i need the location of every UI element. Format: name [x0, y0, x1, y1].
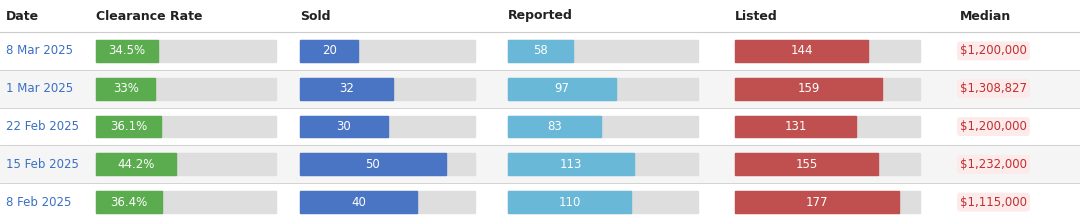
Text: Clearance Rate: Clearance Rate — [96, 10, 203, 23]
Text: $1,232,000: $1,232,000 — [960, 158, 1027, 171]
Bar — [508, 116, 698, 137]
Bar — [0, 0, 1080, 32]
Text: 30: 30 — [336, 120, 351, 133]
Text: 131: 131 — [784, 120, 807, 133]
Bar — [735, 78, 920, 100]
Bar — [0, 145, 1080, 183]
Bar — [735, 116, 920, 137]
Bar — [96, 78, 276, 100]
Bar — [735, 191, 899, 213]
Bar — [508, 78, 698, 100]
Text: 8 Mar 2025: 8 Mar 2025 — [6, 44, 73, 57]
Bar — [508, 116, 600, 137]
Text: 36.1%: 36.1% — [110, 120, 147, 133]
Bar — [0, 32, 1080, 70]
Text: 44.2%: 44.2% — [117, 158, 154, 171]
Text: $1,115,000: $1,115,000 — [960, 196, 1027, 209]
Bar — [0, 108, 1080, 145]
Text: 58: 58 — [534, 44, 548, 57]
Text: 33%: 33% — [112, 82, 138, 95]
Text: 155: 155 — [796, 158, 818, 171]
Text: 50: 50 — [365, 158, 380, 171]
Text: 40: 40 — [351, 196, 366, 209]
Text: Median: Median — [960, 10, 1011, 23]
Bar — [96, 153, 176, 175]
Bar — [300, 191, 475, 213]
Bar — [735, 153, 920, 175]
Text: 15 Feb 2025: 15 Feb 2025 — [6, 158, 79, 171]
Bar — [508, 153, 634, 175]
Bar — [735, 191, 920, 213]
Text: 32: 32 — [339, 82, 354, 95]
Bar — [300, 191, 417, 213]
Bar — [508, 78, 617, 100]
Bar — [96, 153, 276, 175]
Bar — [300, 116, 388, 137]
Bar — [735, 40, 920, 62]
Text: 8 Feb 2025: 8 Feb 2025 — [6, 196, 71, 209]
Bar — [96, 116, 276, 137]
Bar — [735, 153, 878, 175]
Text: 22 Feb 2025: 22 Feb 2025 — [6, 120, 79, 133]
Bar — [96, 40, 276, 62]
Bar — [300, 40, 359, 62]
Bar — [508, 153, 698, 175]
Text: 20: 20 — [322, 44, 337, 57]
Bar — [508, 191, 631, 213]
Text: 159: 159 — [797, 82, 820, 95]
Text: 144: 144 — [791, 44, 813, 57]
Text: 1 Mar 2025: 1 Mar 2025 — [6, 82, 73, 95]
Bar — [300, 40, 475, 62]
Bar — [96, 191, 162, 213]
Bar — [300, 153, 446, 175]
Text: 36.4%: 36.4% — [110, 196, 147, 209]
Bar — [96, 116, 161, 137]
Text: Date: Date — [6, 10, 39, 23]
Text: 83: 83 — [546, 120, 562, 133]
Bar — [735, 40, 868, 62]
Text: $1,200,000: $1,200,000 — [960, 120, 1027, 133]
Bar — [735, 116, 856, 137]
Text: $1,308,827: $1,308,827 — [960, 82, 1027, 95]
Bar — [300, 116, 475, 137]
Bar — [508, 40, 572, 62]
Bar — [300, 153, 475, 175]
Text: 97: 97 — [555, 82, 570, 95]
Bar — [300, 78, 393, 100]
Bar — [508, 40, 698, 62]
Bar — [508, 191, 698, 213]
Text: 113: 113 — [559, 158, 582, 171]
Bar — [0, 70, 1080, 108]
Bar — [96, 78, 156, 100]
Bar — [0, 183, 1080, 221]
Bar — [735, 78, 882, 100]
Text: 34.5%: 34.5% — [108, 44, 146, 57]
Text: Listed: Listed — [735, 10, 778, 23]
Text: $1,200,000: $1,200,000 — [960, 44, 1027, 57]
Text: 177: 177 — [806, 196, 828, 209]
Text: Sold: Sold — [300, 10, 330, 23]
Bar — [300, 78, 475, 100]
Text: Reported: Reported — [508, 10, 572, 23]
Bar — [96, 191, 276, 213]
Bar — [96, 40, 158, 62]
Text: 110: 110 — [558, 196, 581, 209]
